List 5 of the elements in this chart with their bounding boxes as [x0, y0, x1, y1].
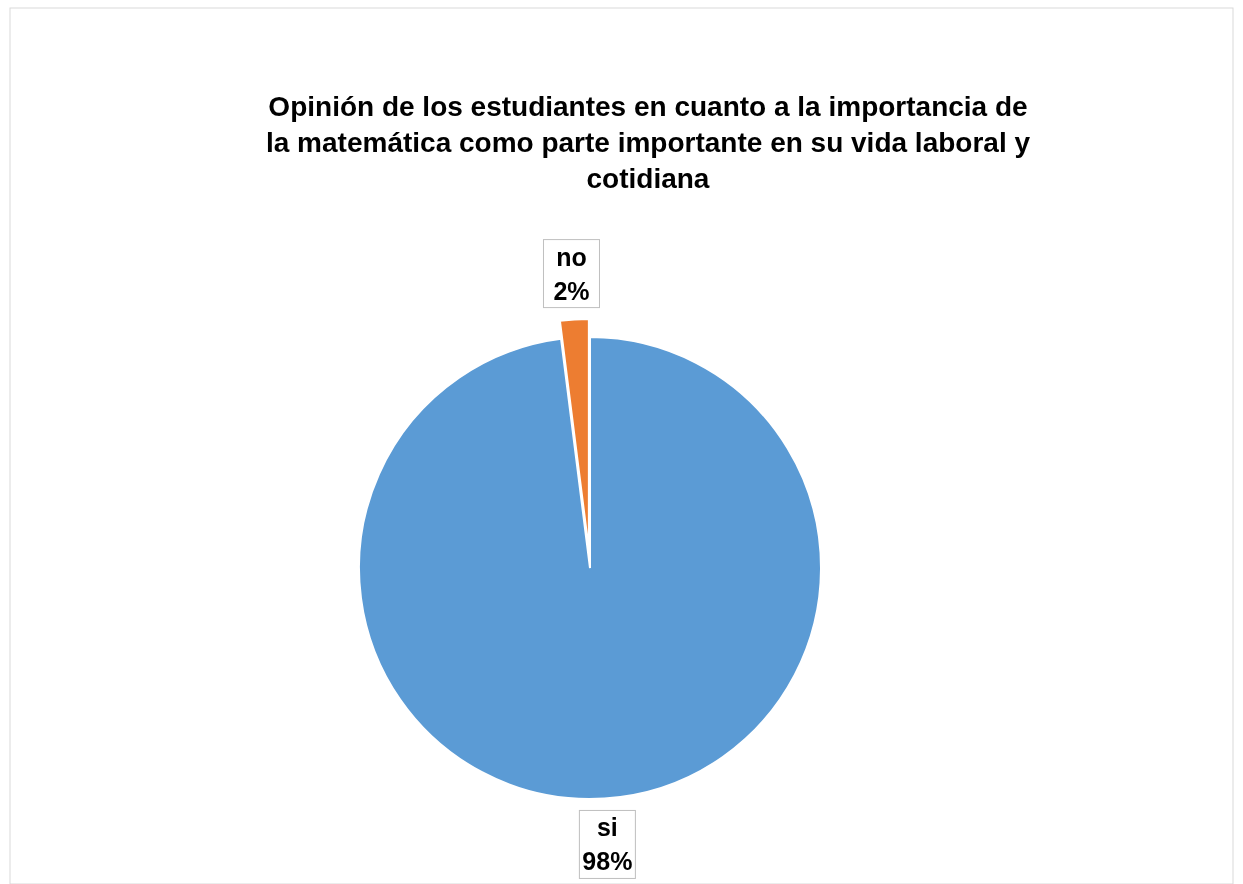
slice-label: si	[596, 813, 618, 842]
data-label: 98%	[582, 847, 633, 876]
chart-title: Opinión de los estudiantes en cuanto a la importancia de la matemática como parte importante en su vida laboral y cotidiana	[265, 91, 1031, 194]
data-label: 2%	[553, 276, 590, 305]
slice-label: no	[556, 242, 587, 271]
